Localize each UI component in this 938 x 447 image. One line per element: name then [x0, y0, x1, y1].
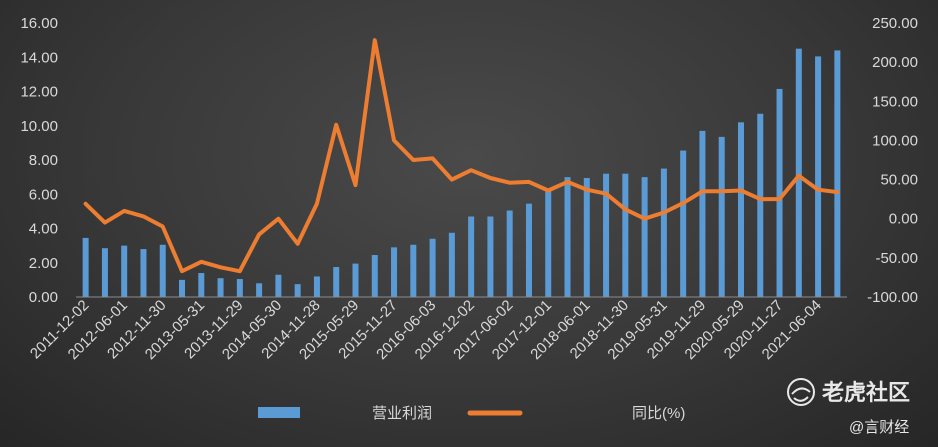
left-y-tick-label: 16.00	[20, 15, 58, 32]
bar-operating-profit	[140, 249, 147, 297]
bar-operating-profit	[641, 177, 648, 297]
watermark-author: @言财经	[849, 419, 909, 436]
bar-operating-profit	[795, 48, 802, 297]
right-y-tick-label: -50.00	[875, 250, 918, 267]
right-y-tick-label: 250.00	[872, 15, 918, 32]
bar-operating-profit	[333, 267, 340, 297]
left-y-tick-label: 4.00	[29, 221, 58, 238]
right-y-tick-label: 100.00	[872, 132, 918, 149]
line-series-yoy	[83, 38, 840, 274]
right-y-tick-label: 150.00	[872, 93, 918, 110]
legend: 营业利润 同比(%)	[258, 405, 685, 422]
bar-operating-profit	[525, 203, 532, 297]
bar-operating-profit	[294, 284, 301, 297]
bar-operating-profit	[757, 113, 764, 297]
bar-operating-profit	[313, 276, 320, 297]
left-y-tick-label: 6.00	[29, 186, 58, 203]
bar-operating-profit	[660, 168, 667, 297]
bar-operating-profit	[622, 173, 629, 297]
bar-operating-profit	[487, 216, 494, 297]
bar-operating-profit	[371, 255, 378, 297]
bar-operating-profit	[776, 88, 783, 298]
bar-operating-profit	[834, 50, 841, 298]
bar-operating-profit	[468, 216, 475, 297]
watermark: 老虎社区 @言财经	[787, 378, 910, 436]
bar-operating-profit	[737, 122, 744, 297]
bar-operating-profit	[275, 274, 282, 297]
right-y-tick-label: 0.00	[889, 211, 918, 228]
bar-operating-profit	[506, 210, 513, 297]
right-y-tick-label: -100.00	[867, 289, 918, 306]
bar-operating-profit	[159, 244, 166, 297]
left-y-tick-label: 8.00	[29, 152, 58, 169]
bar-series-operating-profit	[82, 48, 841, 298]
bar-operating-profit	[583, 177, 590, 297]
bar-operating-profit	[352, 263, 359, 297]
bar-operating-profit	[101, 248, 108, 297]
bar-operating-profit	[217, 278, 224, 297]
legend-bar-label: 营业利润	[372, 405, 432, 422]
bar-operating-profit	[564, 177, 571, 297]
tiger-logo-icon	[787, 378, 815, 406]
bar-operating-profit	[236, 279, 243, 297]
left-y-tick-label: 12.00	[20, 84, 58, 101]
bar-operating-profit	[198, 273, 205, 297]
left-y-tick-label: 0.00	[29, 289, 58, 306]
x-axis-tick-labels: 2011-12-022012-06-012012-11-302013-05-31…	[27, 297, 825, 363]
left-y-tick-label: 2.00	[29, 255, 58, 272]
legend-bar-swatch	[258, 407, 300, 418]
bar-operating-profit	[256, 283, 263, 297]
bar-operating-profit	[680, 150, 687, 297]
bar-operating-profit	[179, 279, 186, 297]
bar-operating-profit	[815, 56, 822, 297]
bar-operating-profit	[121, 245, 128, 297]
left-y-axis: 0.00 2.00 4.00 6.00 8.00 10.00 12.00 14.00 16.00	[20, 15, 58, 306]
bar-operating-profit	[545, 190, 552, 297]
bar-operating-profit	[699, 130, 706, 297]
bar-operating-profit	[410, 244, 417, 297]
bar-operating-profit	[391, 247, 398, 297]
left-y-tick-label: 10.00	[20, 118, 58, 135]
bar-operating-profit	[603, 173, 610, 297]
left-y-tick-label: 14.00	[20, 49, 58, 66]
right-y-tick-label: 200.00	[872, 54, 918, 71]
watermark-brand: 老虎社区	[821, 380, 910, 405]
right-y-tick-label: 50.00	[880, 172, 918, 189]
right-y-axis: -100.00 -50.00 0.00 50.00 100.00 150.00 200.00…	[867, 15, 918, 306]
bar-operating-profit	[718, 136, 725, 297]
line-yoy	[83, 38, 840, 274]
bar-operating-profit	[82, 237, 89, 297]
legend-line-label: 同比(%)	[632, 405, 685, 422]
bar-operating-profit	[448, 232, 455, 297]
bar-operating-profit	[429, 238, 436, 297]
